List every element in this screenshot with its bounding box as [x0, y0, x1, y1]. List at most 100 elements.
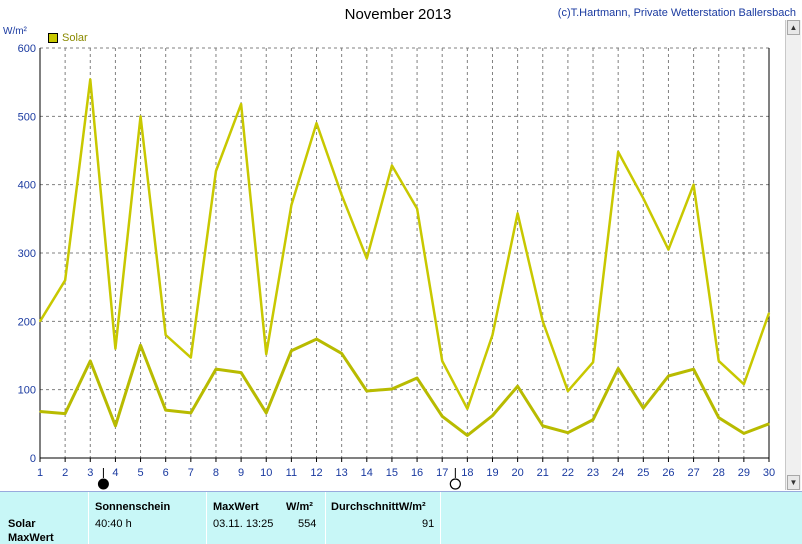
row-label-solar: Solar — [8, 518, 36, 530]
x-tick-label: 9 — [238, 467, 244, 479]
divider — [440, 492, 441, 544]
data-point — [516, 385, 519, 388]
data-point — [567, 431, 569, 434]
data-point — [340, 352, 343, 355]
x-tick-label: 11 — [286, 467, 297, 479]
data-point — [365, 390, 368, 392]
data-point — [667, 375, 670, 377]
data-point — [215, 170, 217, 172]
data-point — [491, 414, 494, 417]
data-point — [717, 360, 720, 362]
data-point — [190, 356, 192, 359]
data-point — [541, 320, 544, 323]
data-point — [164, 409, 167, 411]
x-tick-label: 8 — [213, 467, 219, 479]
data-point — [692, 183, 695, 186]
row-label-maxwert: MaxWert — [8, 532, 54, 544]
series-line-1 — [39, 337, 770, 437]
summary-panel: Solar MaxWert Sonnenschein 40:40 h MaxWe… — [0, 491, 802, 544]
data-point — [592, 418, 594, 421]
x-tick-label: 30 — [763, 467, 775, 479]
data-point — [190, 412, 192, 414]
data-point — [466, 408, 469, 410]
x-tick-label: 12 — [310, 467, 322, 479]
x-tick-label: 14 — [361, 467, 373, 479]
legend-swatch — [48, 33, 58, 43]
x-tick-label: 3 — [87, 467, 93, 479]
data-point — [315, 122, 318, 124]
data-point — [365, 257, 368, 260]
data-point — [114, 425, 117, 427]
vertical-scrollbar[interactable]: ▲ ▼ — [785, 20, 801, 490]
x-tick-label: 25 — [637, 467, 649, 479]
data-point — [240, 103, 242, 105]
legend-label: Solar — [62, 32, 88, 44]
data-point — [139, 115, 142, 118]
data-point — [617, 367, 619, 370]
data-point — [743, 383, 745, 386]
data-point — [617, 151, 619, 153]
max-unit-header: W/m² — [286, 501, 313, 513]
data-point — [491, 334, 494, 336]
data-point — [692, 368, 695, 370]
y-tick-label: 400 — [18, 180, 36, 192]
y-axis-unit: W/m² — [3, 26, 27, 37]
x-tick-label: 27 — [687, 467, 699, 479]
data-point — [265, 412, 268, 414]
max-date: 03.11. 13:25 — [213, 518, 274, 530]
data-point — [265, 353, 268, 355]
x-tick-label: 13 — [336, 467, 348, 479]
y-tick-label: 100 — [18, 385, 36, 397]
grid-lines — [40, 47, 769, 458]
y-tick-labels: 0 100 200 300 400 500 600 — [18, 43, 36, 465]
x-tick-label: 10 — [260, 467, 272, 479]
x-tick-label: 1 — [37, 467, 43, 479]
divider — [325, 492, 326, 544]
chart-axes — [39, 48, 770, 462]
data-point — [139, 344, 142, 347]
data-point — [768, 312, 770, 314]
x-tick-label: 24 — [612, 467, 624, 479]
x-tick-label: 18 — [461, 467, 473, 479]
data-point — [466, 434, 469, 437]
x-tick-label: 5 — [137, 467, 143, 479]
data-point — [391, 388, 393, 390]
y-tick-label: 0 — [30, 453, 36, 465]
scroll-down-icon[interactable]: ▼ — [787, 475, 800, 490]
y-tick-label: 300 — [18, 248, 36, 260]
data-point — [240, 371, 242, 374]
x-tick-label: 29 — [738, 467, 750, 479]
avg-header: DurchschnittW/m² — [331, 501, 426, 513]
chart-title: November 2013 — [344, 6, 452, 23]
data-point — [541, 425, 544, 427]
data-point — [64, 279, 66, 282]
credit-text: (c)T.Hartmann, Private Wetterstation Bal… — [557, 7, 796, 19]
x-tick-label: 20 — [511, 467, 523, 479]
x-tick-label: 21 — [537, 467, 549, 479]
x-tick-label: 17 — [436, 467, 448, 479]
avg-value: 91 — [422, 518, 435, 530]
max-header: MaxWert — [213, 501, 259, 513]
series-lines — [38, 78, 771, 437]
y-tick-label: 600 — [18, 43, 36, 55]
y-tick-label: 200 — [18, 316, 36, 328]
x-tick-label: 6 — [163, 467, 169, 479]
x-tick-label: 28 — [713, 467, 725, 479]
data-point — [64, 412, 66, 415]
max-value: 554 — [298, 518, 317, 530]
divider — [88, 492, 89, 544]
data-point — [416, 207, 418, 210]
x-tick-label: 22 — [562, 467, 574, 479]
y-tick-label: 500 — [18, 111, 36, 123]
data-point — [567, 390, 569, 392]
x-tick-labels: 1 2 3 4 5 6 7 8 9 10 11 12 13 14 15 16 17 18 19 20 21 22 23 24 2… — [37, 467, 775, 479]
full-moon-icon — [449, 478, 461, 490]
x-tick-label: 7 — [188, 467, 194, 479]
data-point — [516, 212, 519, 215]
scroll-up-icon[interactable]: ▲ — [787, 20, 800, 35]
data-point — [592, 361, 594, 364]
data-point — [290, 204, 293, 206]
sunshine-value: 40:40 h — [95, 518, 132, 530]
sunshine-header: Sonnenschein — [95, 501, 171, 513]
